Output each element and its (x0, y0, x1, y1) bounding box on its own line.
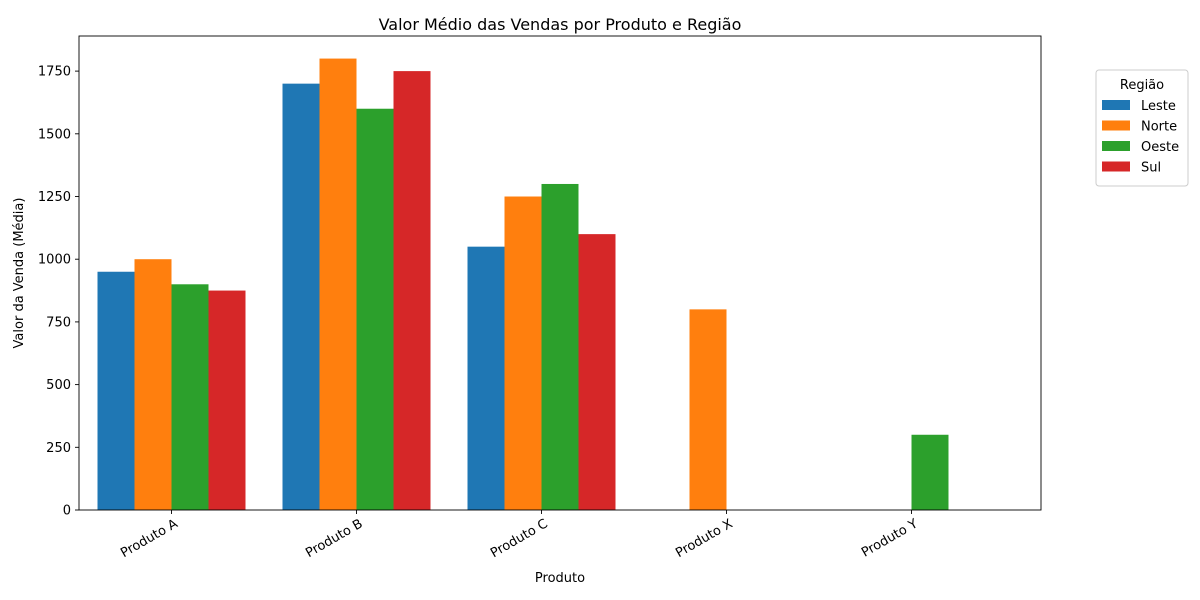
legend-swatch-oeste (1102, 141, 1130, 151)
x-tick-label: Produto C (488, 516, 550, 561)
bar-norte-produto-b (319, 58, 357, 510)
bar-oeste-produto-c (541, 183, 579, 510)
bar-norte-produto-c (504, 196, 542, 510)
legend-label-norte: Norte (1141, 120, 1177, 135)
legend-label-oeste: Oeste (1141, 140, 1179, 155)
bar-leste-produto-a (97, 271, 135, 510)
y-tick-label: 250 (46, 441, 71, 456)
y-tick-label: 500 (46, 378, 71, 393)
y-tick-label: 1000 (38, 253, 71, 268)
bar-sul-produto-b (393, 71, 431, 511)
x-tick-label: Produto X (673, 516, 735, 561)
bar-oeste-produto-b (356, 108, 394, 510)
x-axis-label: Produto (535, 571, 585, 586)
x-tick-label: Produto B (303, 516, 365, 561)
bar-sul-produto-c (578, 234, 616, 510)
x-tick-label: Produto A (118, 516, 180, 561)
plot-area: 0 250 500 750 1000 1250 1500 1750 Produto A Produ… (38, 35, 1042, 561)
legend-box (1095, 69, 1189, 187)
legend-label-sul: Sul (1141, 161, 1161, 176)
bar-oeste-produto-y (911, 434, 949, 510)
chart-title: Valor Médio das Vendas por Produto e Reg… (379, 15, 742, 34)
plot-frame (78, 35, 1042, 511)
x-tick-label: Produto Y (859, 516, 920, 560)
legend-title: Região (1120, 78, 1164, 93)
bar-norte-produto-x (689, 309, 727, 510)
legend-swatch-leste (1102, 100, 1130, 110)
bar-sul-produto-a (208, 290, 246, 510)
y-tick-label: 1500 (38, 127, 71, 142)
y-tick-label: 750 (46, 315, 71, 330)
bar-norte-produto-a (134, 259, 172, 510)
bar-leste-produto-c (467, 246, 505, 511)
bar-leste-produto-b (282, 83, 320, 511)
legend: Região Leste Norte Oeste Sul (1095, 69, 1189, 187)
y-axis-label: Valor da Venda (Média) (12, 198, 27, 349)
legend-swatch-norte (1102, 120, 1130, 131)
y-tick-label: 0 (63, 504, 71, 519)
bar-oeste-produto-a (171, 284, 209, 510)
y-tick-label: 1250 (38, 190, 71, 205)
legend-label-leste: Leste (1141, 99, 1176, 114)
legend-swatch-sul (1102, 161, 1130, 172)
y-tick-label: 1750 (38, 65, 71, 80)
